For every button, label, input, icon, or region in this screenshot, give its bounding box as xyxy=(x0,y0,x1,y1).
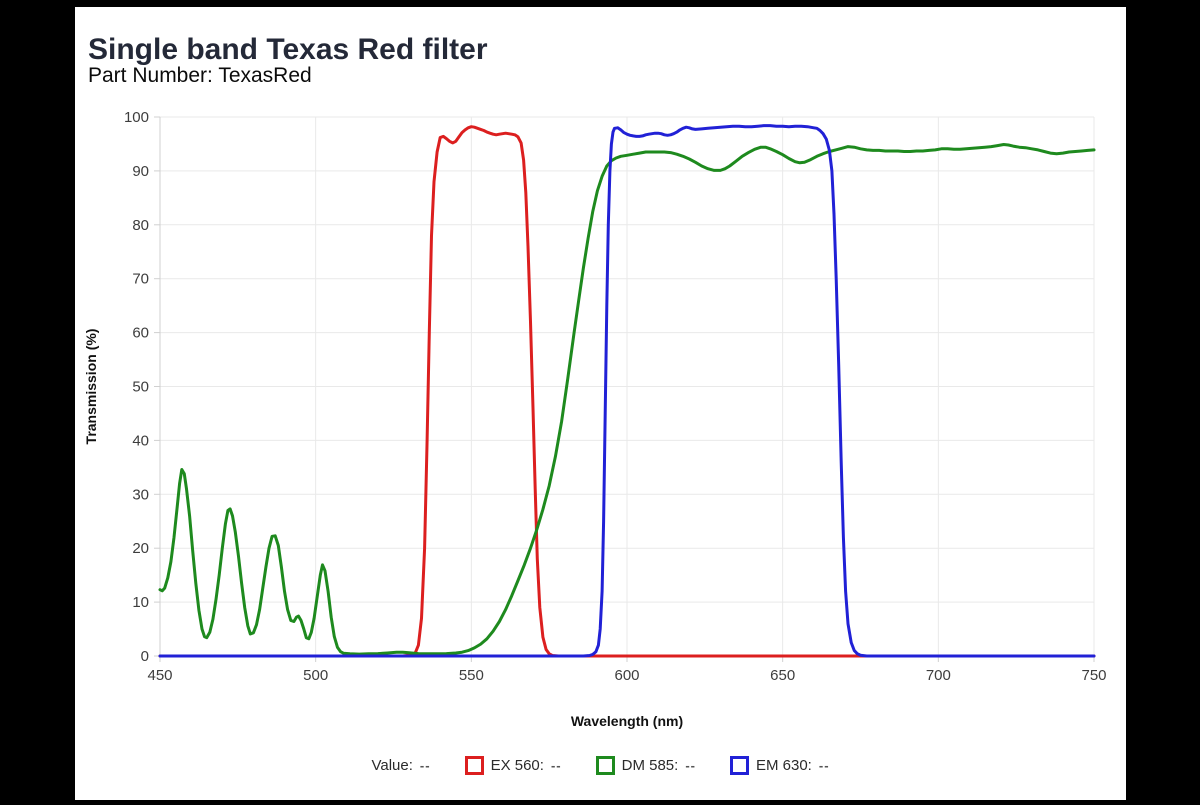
x-tick-label: 450 xyxy=(147,667,172,684)
page-title: Single band Texas Red filter xyxy=(88,33,488,67)
dm585-swatch-icon xyxy=(595,756,615,775)
y-tick-label: 90 xyxy=(132,163,149,180)
legend-em630-label: EM 630: xyxy=(755,757,812,774)
ex560-swatch-icon xyxy=(464,756,484,775)
x-tick-label: 650 xyxy=(770,667,795,684)
chart-canvas[interactable]: 450 500 550 600 650 700 750 0 10 20 30 40 50 60 70 80 90… xyxy=(75,7,1126,800)
y-tick-label: 30 xyxy=(132,486,149,503)
x-tick-label: 700 xyxy=(926,667,951,684)
legend-dm585-label: DM 585: xyxy=(621,757,679,774)
x-axis-title: Wavelength (nm) xyxy=(571,713,683,729)
y-tick-label: 70 xyxy=(132,271,149,288)
legend-em630-value: -- xyxy=(818,758,830,773)
legend-item-dm585[interactable]: DM 585: -- xyxy=(595,756,696,775)
legend-ex560-value: -- xyxy=(550,758,562,773)
legend-value-label: Value: xyxy=(371,757,413,774)
y-tick-label: 40 xyxy=(132,432,149,449)
series-em-630 xyxy=(158,124,1096,658)
page-subtitle: Part Number: TexasRed xyxy=(88,64,312,87)
em630-swatch-icon xyxy=(729,756,749,775)
y-tick-label: 80 xyxy=(132,217,149,234)
series-ex-560 xyxy=(158,125,1096,658)
y-tick-label: 0 xyxy=(141,648,149,665)
legend-item-ex560[interactable]: EX 560: -- xyxy=(464,756,562,775)
page-frame: Single band Texas Red filter Part Number… xyxy=(75,7,1126,800)
y-tick-label: 50 xyxy=(132,379,149,396)
x-tick-label: 600 xyxy=(614,667,639,684)
x-tick-label: 500 xyxy=(303,667,328,684)
legend-dm585-value: -- xyxy=(685,758,696,773)
legend-ex560-label: EX 560: xyxy=(490,757,544,774)
y-tick-label: 10 xyxy=(132,594,149,611)
x-tick-label: 750 xyxy=(1081,667,1106,684)
legend-item-value: Value: -- xyxy=(371,757,430,774)
x-tick-label: 550 xyxy=(459,667,484,684)
y-axis-title: Transmission (%) xyxy=(83,329,99,445)
legend-item-em630[interactable]: EM 630: -- xyxy=(729,756,830,775)
legend-value-placeholder: -- xyxy=(419,758,431,773)
series-dm-585 xyxy=(158,143,1096,656)
y-tick-label: 100 xyxy=(124,109,149,126)
chart-legend: Value: -- EX 560: -- DM 585: -- EM 630: … xyxy=(75,756,1126,775)
y-tick-label: 60 xyxy=(132,325,149,342)
y-tick-label: 20 xyxy=(132,540,149,557)
transmission-chart[interactable]: 450 500 550 600 650 700 750 0 10 20 30 40 50 60 70 80 90… xyxy=(75,7,1126,800)
